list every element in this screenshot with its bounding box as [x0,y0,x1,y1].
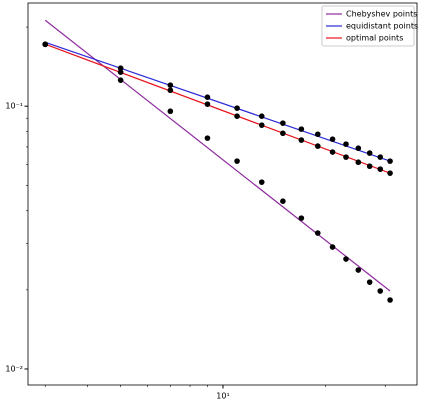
data-point [343,154,349,160]
series-line [45,41,391,162]
data-point [167,87,174,94]
data-point [204,101,211,107]
data-point [377,154,384,160]
legend-label: optimal points [346,34,403,43]
data-point [387,297,393,303]
data-point [329,136,336,142]
data-point [280,120,286,126]
legend-box [321,5,415,47]
data-point [366,279,373,285]
y-tick-label: 10⁻² [5,364,23,373]
data-point [314,131,321,138]
data-point [343,141,349,147]
data-point [355,267,362,273]
data-point [167,82,174,88]
data-point [355,145,362,152]
data-point [280,198,286,204]
data-point [314,230,321,236]
data-point [387,158,393,164]
data-point [298,126,305,132]
data-point [117,69,124,75]
data-point [280,130,286,137]
legend-label: Chebyshev points [346,10,417,19]
data-point [258,122,265,128]
data-point [314,143,321,149]
data-point [234,158,240,164]
data-point [377,166,384,172]
data-point [355,159,362,166]
data-point [204,135,211,141]
data-point [377,288,384,294]
data-point [204,94,211,100]
data-point [343,256,349,262]
data-point [366,163,373,170]
data-point [258,113,265,120]
data-point [117,65,124,72]
legend-label: equidistant points [346,22,418,31]
data-point [329,244,336,250]
data-point [258,179,265,185]
data-point [329,149,336,155]
series-line [44,19,391,292]
data-point [234,105,240,111]
data-point [366,150,373,156]
data-point [42,41,49,48]
x-tick-label: 10¹ [216,392,229,401]
plot-area [27,2,418,386]
data-point [167,108,174,115]
y-tick-label: 10⁻¹ [5,102,23,111]
data-point [387,170,393,176]
data-point [298,215,305,221]
data-point [298,137,305,143]
data-point [234,113,240,120]
series-line [44,43,391,174]
data-point [117,77,124,83]
